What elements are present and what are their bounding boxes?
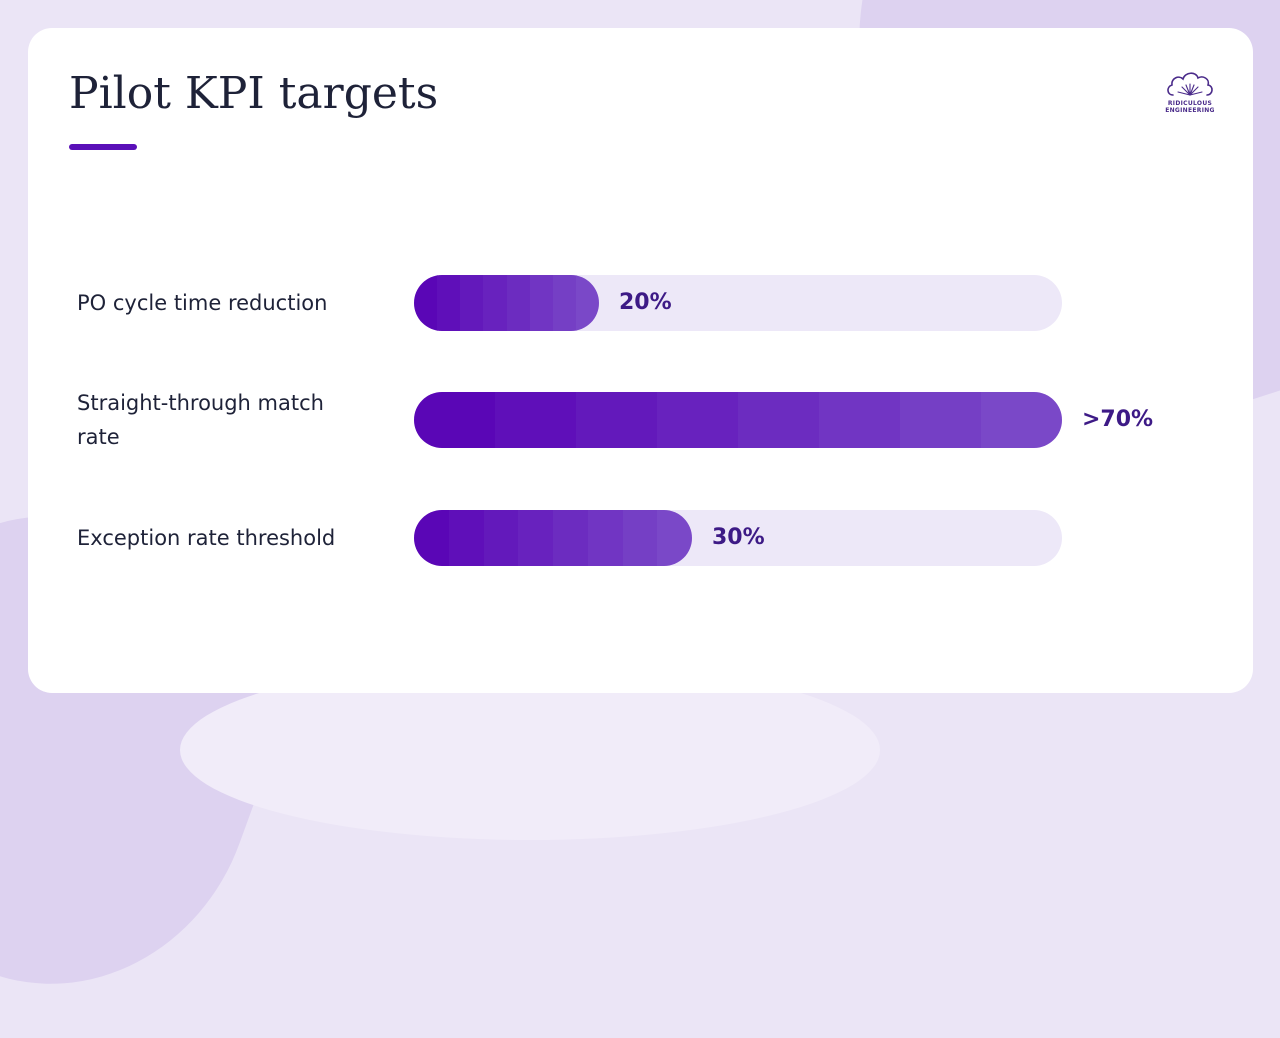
kpi-bar-segment	[414, 392, 496, 448]
kpi-bar-segment	[414, 275, 439, 331]
kpi-bar-track	[414, 392, 1062, 448]
kpi-bar	[414, 510, 692, 566]
kpi-bar-segment	[483, 275, 508, 331]
kpi-bar-segment	[483, 510, 520, 566]
kpi-bar-segment	[495, 392, 577, 448]
kpi-bar-segment	[506, 275, 531, 331]
title-underline	[69, 144, 137, 150]
kpi-bar-segment	[553, 510, 589, 566]
slide-title: Pilot KPI targets	[69, 68, 439, 119]
kpi-bar-segment	[576, 392, 658, 448]
kpi-bar-track	[414, 510, 1062, 566]
kpi-bar-segment	[460, 275, 485, 331]
company-logo: RIDICULOUS ENGINEERING	[1156, 68, 1224, 126]
kpi-label: Exception rate threshold	[77, 526, 336, 550]
slide-card: Pilot KPI targets RIDICULOUS ENGINEERING…	[28, 28, 1253, 693]
kpi-bar-segment	[819, 392, 901, 448]
kpi-bar	[414, 392, 1062, 448]
kpi-bar	[414, 275, 599, 331]
kpi-bar-segment	[657, 510, 692, 566]
kpi-bar-segment	[622, 510, 659, 566]
kpi-bar-segment	[448, 510, 485, 566]
kpi-bar-segment	[518, 510, 554, 566]
kpi-bar-track	[414, 275, 1062, 331]
kpi-bar-segment	[738, 392, 820, 448]
kpi-bar-segment	[981, 392, 1062, 448]
kpi-bar-segment	[575, 275, 599, 331]
kpi-value-label: 20%	[619, 290, 672, 315]
kpi-bar-segment	[437, 275, 462, 331]
kpi-bar-segment	[587, 510, 624, 566]
kpi-bar-segment	[900, 392, 982, 448]
kpi-bar-segment	[657, 392, 739, 448]
kpi-bar-segment	[414, 510, 450, 566]
kpi-value-label: 30%	[712, 525, 765, 550]
kpi-value-label: >70%	[1082, 407, 1154, 432]
logo-text-line2: ENGINEERING	[1165, 107, 1215, 114]
kpi-bar-segment	[552, 275, 577, 331]
kpi-label: PO cycle time reduction	[77, 291, 328, 315]
logo-text-line1: RIDICULOUS	[1167, 100, 1213, 107]
cloud-logo-icon	[1167, 72, 1213, 96]
kpi-label: Straight-through match rate	[77, 391, 324, 449]
kpi-bar-segment	[529, 275, 554, 331]
